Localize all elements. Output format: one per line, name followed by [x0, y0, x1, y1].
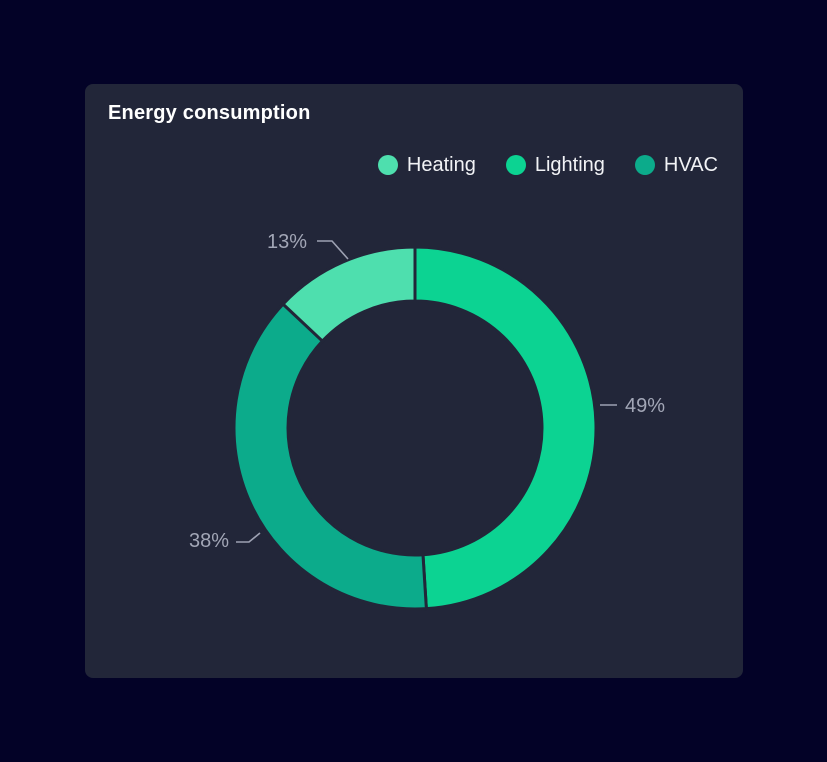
- chart-legend: Heating Lighting HVAC: [377, 153, 718, 177]
- donut-slice-hvac[interactable]: [232, 301, 428, 611]
- legend-item-label: Heating: [406, 154, 476, 176]
- legend-swatch-icon: [377, 155, 398, 175]
- legend-item-heating[interactable]: Heating: [377, 153, 476, 177]
- legend-swatch-icon: [505, 155, 526, 175]
- slice-percent-label-lighting: 49%: [625, 395, 665, 417]
- legend-swatch-icon: [634, 155, 655, 175]
- label-connector-hvac: [236, 532, 261, 543]
- slice-percent-label-heating: 13%: [267, 231, 307, 253]
- legend-item-lighting[interactable]: Lighting: [505, 153, 605, 177]
- donut-slice-heating[interactable]: [280, 245, 417, 344]
- legend-item-label: Lighting: [534, 154, 605, 176]
- legend-item-label: HVAC: [663, 154, 718, 176]
- chart-title: Energy consumption: [108, 102, 311, 124]
- legend-item-hvac[interactable]: HVAC: [634, 153, 718, 177]
- label-connector-heating: [317, 240, 349, 260]
- slice-percent-label-hvac: 38%: [189, 530, 229, 552]
- donut-slice-lighting[interactable]: [413, 245, 598, 611]
